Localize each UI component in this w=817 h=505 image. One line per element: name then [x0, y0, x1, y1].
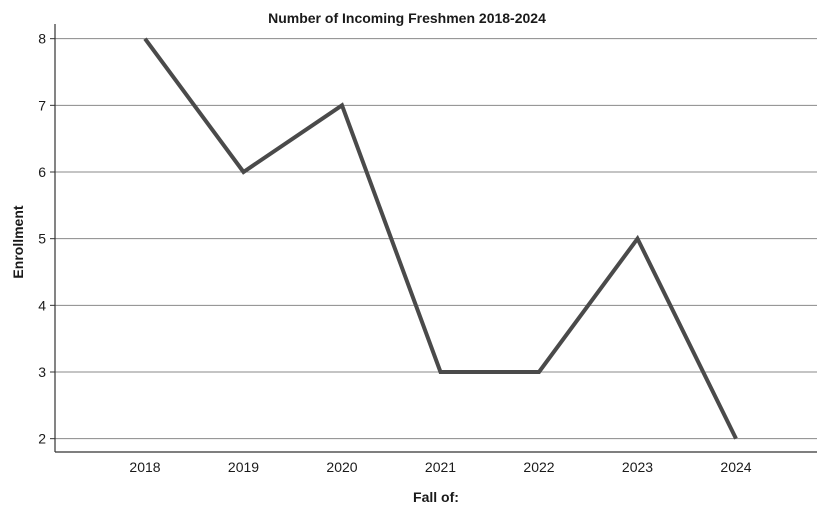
y-tick-label-2: 2: [38, 431, 46, 447]
series-lines: [143, 37, 738, 440]
y-axis-label: Enrollment: [10, 205, 26, 278]
x-tick-label-2018: 2018: [129, 459, 160, 475]
y-tick-label-7: 7: [38, 97, 46, 113]
x-tick-label-2024: 2024: [720, 459, 751, 475]
y-tick-label-5: 5: [38, 231, 46, 247]
chart-title: Number of Incoming Freshmen 2018-2024: [268, 10, 546, 26]
y-tick-label-6: 6: [38, 164, 46, 180]
y-tick-labels: 2 3 4 5 6 7 8: [38, 31, 46, 447]
y-tick-label-4: 4: [38, 297, 46, 313]
x-tick-label-2021: 2021: [425, 459, 456, 475]
x-tick-label-2022: 2022: [523, 459, 554, 475]
gridlines: [55, 38, 817, 440]
y-tick-label-8: 8: [38, 31, 46, 47]
axes: [50, 24, 817, 453]
x-tick-label-2019: 2019: [228, 459, 259, 475]
x-tick-label-2020: 2020: [326, 459, 357, 475]
y-tick-label-3: 3: [38, 364, 46, 380]
x-axis-label: Fall of:: [413, 489, 459, 505]
x-tick-label-2023: 2023: [622, 459, 653, 475]
x-tick-labels: 2018 2019 2020 2021 2022 2023 2024: [129, 459, 751, 475]
